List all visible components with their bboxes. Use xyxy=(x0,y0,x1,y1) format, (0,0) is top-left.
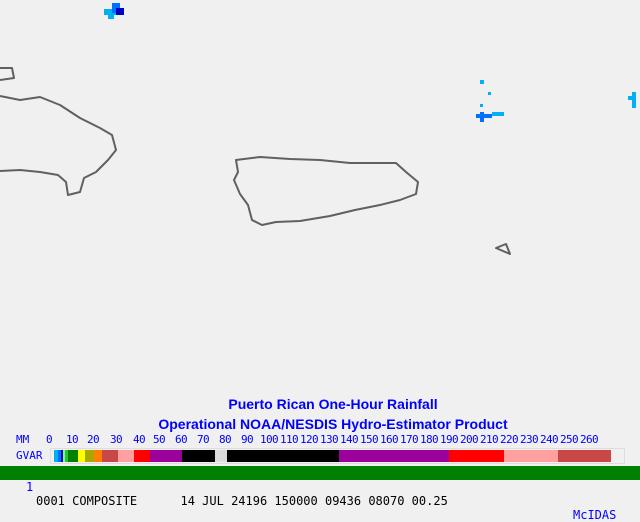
legend-tick: 70 xyxy=(197,433,210,446)
legend-color-swatch xyxy=(94,450,102,462)
legend-color-swatch xyxy=(339,450,449,462)
legend-tick: 230 xyxy=(520,433,539,446)
legend-color-swatch xyxy=(558,450,611,462)
island-coastline xyxy=(495,243,511,255)
legend-tick: 190 xyxy=(440,433,459,446)
legend-tick: 260 xyxy=(580,433,599,446)
legend-tick: 50 xyxy=(153,433,166,446)
color-legend-bar xyxy=(50,448,625,464)
legend-tick: 210 xyxy=(480,433,499,446)
units-label: MM xyxy=(16,433,30,446)
legend-tick: 110 xyxy=(280,433,299,446)
legend-tick: 20 xyxy=(87,433,100,446)
legend-color-swatch xyxy=(227,450,339,462)
legend-color-swatch xyxy=(54,450,58,462)
legend-tick: 90 xyxy=(241,433,254,446)
legend-tick: 80 xyxy=(219,433,232,446)
legend-color-swatch xyxy=(118,450,134,462)
legend-tick: 30 xyxy=(110,433,123,446)
legend-tick: 40 xyxy=(133,433,146,446)
legend-tick: 100 xyxy=(260,433,279,446)
legend-color-swatch xyxy=(61,450,63,462)
legend-tick: 0 xyxy=(46,433,53,446)
legend-tick: 180 xyxy=(420,433,439,446)
legend-color-swatch xyxy=(65,450,68,462)
legend-color-swatch xyxy=(449,450,504,462)
legend-color-swatch xyxy=(102,450,118,462)
rainfall-map xyxy=(0,3,636,255)
legend-color-swatch xyxy=(78,450,85,462)
hispaniola-coastline xyxy=(0,67,117,196)
legend-tick: 150 xyxy=(360,433,379,446)
legend-color-swatch xyxy=(68,450,78,462)
legend-color-swatch xyxy=(63,450,65,462)
legend-color-swatch xyxy=(504,450,558,462)
legend-tick: 120 xyxy=(300,433,319,446)
rainfall-pixels xyxy=(104,3,636,122)
frame-number: 1 xyxy=(26,480,34,494)
legend-color-swatch xyxy=(58,450,61,462)
legend-tick: 200 xyxy=(460,433,479,446)
legend-tick: 60 xyxy=(175,433,188,446)
legend-tick: 220 xyxy=(500,433,519,446)
legend-tick: 170 xyxy=(400,433,419,446)
status-text: 0001 COMPOSITE 14 JUL 24196 150000 09436… xyxy=(36,494,448,508)
puerto-rico-coastline xyxy=(233,156,419,226)
map-subtitle: Operational NOAA/NESDIS Hydro-Estimator … xyxy=(158,416,508,432)
source-label: GVAR xyxy=(16,449,43,462)
map-title: Puerto Rican One-Hour Rainfall xyxy=(228,396,438,412)
legend-ticks: 0 10 20 30 40 50 60 70 80 90 100 110 120 130 140 150 160… xyxy=(0,433,640,447)
legend-tick: 240 xyxy=(540,433,559,446)
legend-color-swatch xyxy=(182,450,215,462)
legend-color-swatch xyxy=(150,450,182,462)
legend-tick: 10 xyxy=(66,433,79,446)
legend-color-swatch xyxy=(85,450,94,462)
legend-color-swatch xyxy=(134,450,150,462)
legend-tick: 130 xyxy=(320,433,339,446)
legend-tick: 140 xyxy=(340,433,359,446)
status-bar: 1 0001 COMPOSITE 14 JUL 24196 150000 094… xyxy=(0,466,640,522)
brand-label: McIDAS xyxy=(573,508,617,522)
legend-tick: 250 xyxy=(560,433,579,446)
legend-tick: 160 xyxy=(380,433,399,446)
legend-color-swatch xyxy=(215,450,227,462)
